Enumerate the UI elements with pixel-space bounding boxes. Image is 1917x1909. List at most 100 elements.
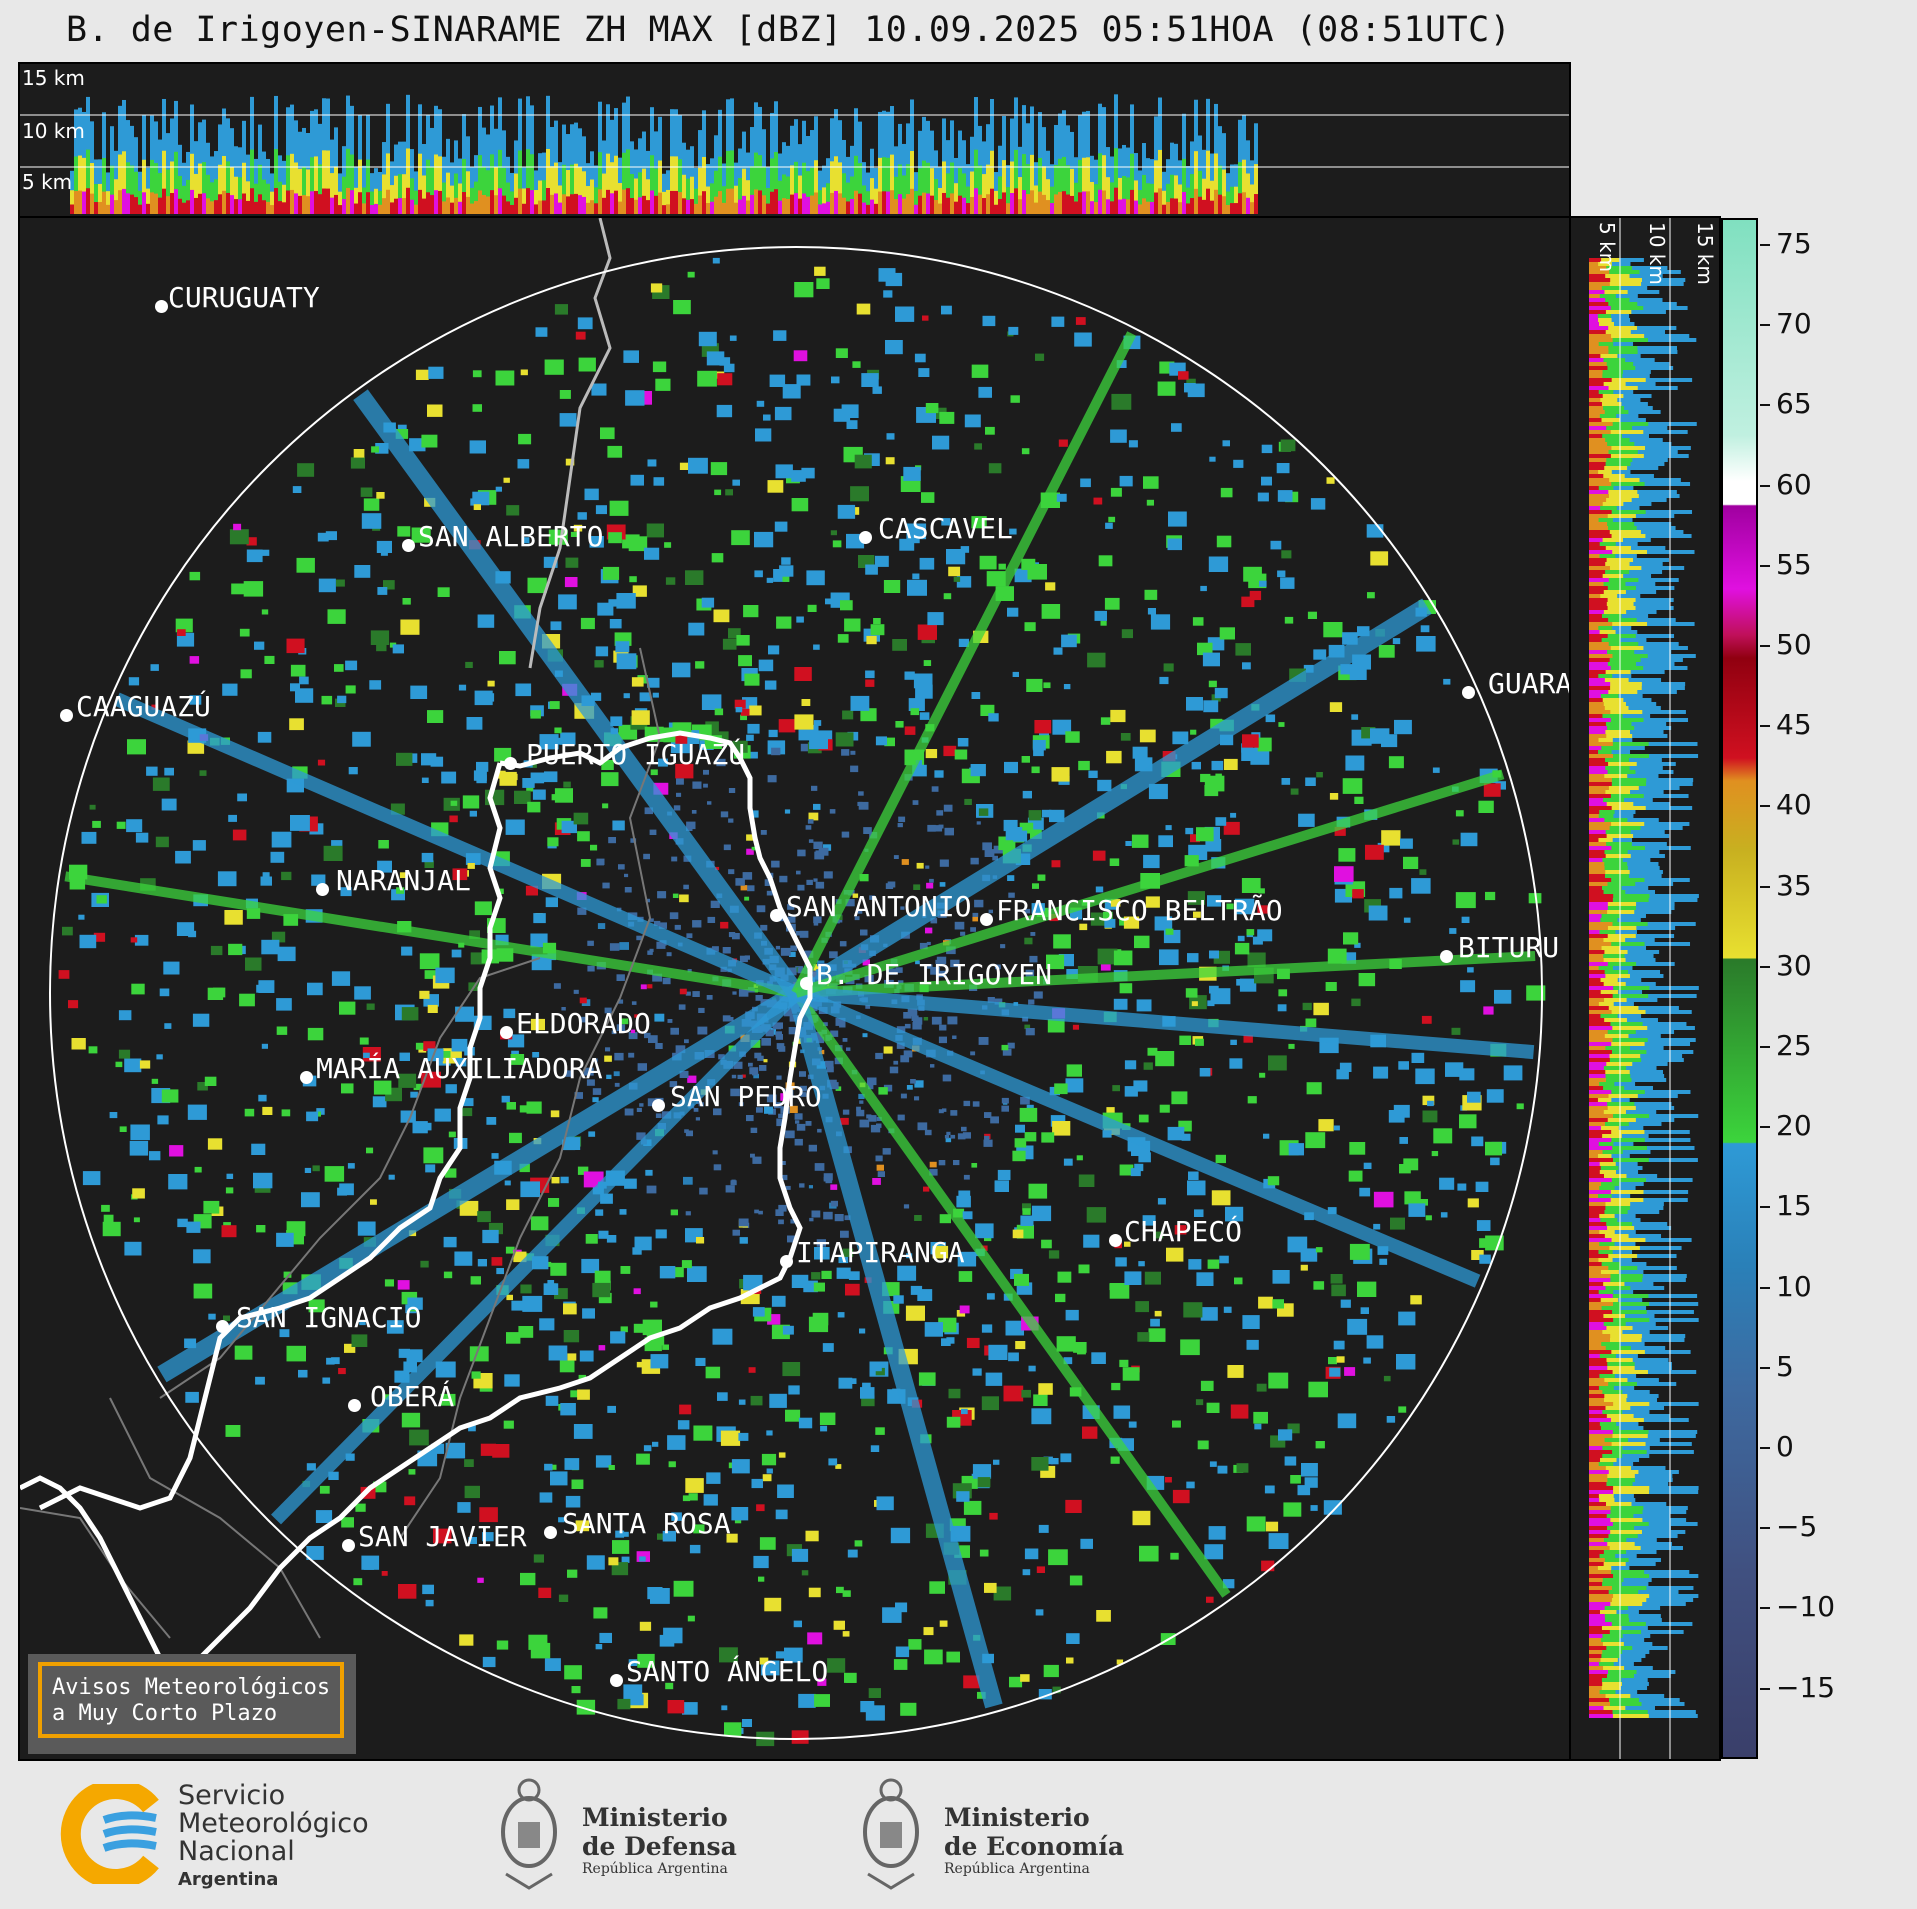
echo-cell [610, 1331, 626, 1344]
echo-cell [1132, 1510, 1151, 1526]
echo-cell [155, 836, 169, 848]
echo-cell [1110, 1456, 1120, 1464]
echo-cell [650, 283, 663, 293]
echo-cell [628, 1032, 638, 1040]
echo-cell [1122, 1367, 1140, 1381]
echo-cell [495, 934, 509, 946]
echo-cell [900, 1055, 910, 1063]
echo-cell [1119, 1164, 1134, 1176]
echo-cell [941, 518, 951, 526]
colorbar-tick [1760, 1527, 1770, 1530]
echo-cell [807, 819, 814, 824]
echo-cell [609, 943, 620, 951]
echo-cell [852, 361, 861, 368]
echo-cell [779, 875, 788, 883]
echo-cell [1139, 1545, 1159, 1562]
echo-cell [1419, 1199, 1428, 1206]
echo-cell [1246, 1516, 1266, 1532]
echo-cell [1166, 1247, 1184, 1262]
side-cross-section-panel: 5 km 10 km 15 km [1569, 216, 1721, 1761]
echo-cell [577, 907, 587, 915]
echo-cell [1041, 1132, 1055, 1143]
echo-cell [1007, 875, 1015, 881]
echo-cell [366, 1003, 375, 1010]
echo-cell [491, 1257, 503, 1266]
echo-cell [124, 1058, 142, 1073]
echo-cell [1110, 899, 1121, 907]
echo-cell [1287, 1423, 1300, 1434]
echo-cell [750, 1395, 763, 1406]
echo-cell [823, 844, 832, 851]
echo-cell [1030, 829, 1042, 839]
echo-cell [679, 462, 689, 470]
economia-line-1: Ministerio [944, 1803, 1090, 1832]
echo-cell [276, 998, 292, 1011]
echo-cell [458, 684, 467, 691]
echo-cell [654, 1013, 665, 1022]
radar-reflectivity-map[interactable] [20, 218, 1571, 1761]
echo-cell [1100, 717, 1111, 725]
echo-cell [740, 885, 748, 891]
echo-cell [616, 974, 625, 981]
echo-cell [386, 1320, 404, 1334]
city-marker [859, 531, 872, 544]
echo-cell [608, 837, 616, 844]
echo-cell [903, 1050, 913, 1058]
echo-cell [845, 899, 855, 907]
echo-cell [433, 1528, 452, 1544]
echo-cell [193, 1283, 213, 1299]
echo-cell [836, 1586, 844, 1594]
echo-cell [667, 1700, 685, 1714]
echo-cell [306, 1546, 324, 1560]
city-label: SAN ALBERTO [418, 520, 604, 553]
echo-cell [647, 984, 653, 989]
echo-cell [757, 1055, 764, 1061]
echo-cell [276, 1026, 288, 1035]
echo-cell [862, 959, 870, 966]
echo-cell [336, 579, 345, 587]
echo-cell [623, 693, 630, 699]
echo-cell [1000, 944, 1006, 949]
echo-cell [361, 1555, 380, 1570]
echo-cell [631, 677, 644, 687]
city-marker [342, 1539, 355, 1552]
echo-cell [1031, 766, 1040, 774]
echo-cell [808, 1185, 813, 1189]
echo-cell [1210, 988, 1231, 1005]
echo-cell [961, 1408, 968, 1415]
echo-cell [422, 1122, 432, 1131]
echo-cell [473, 504, 481, 510]
echo-cell [686, 821, 696, 830]
echo-cell [1449, 928, 1457, 934]
echo-cell [1318, 1119, 1334, 1132]
echo-cell [686, 933, 693, 939]
echo-cell [737, 1074, 743, 1079]
echo-cell [865, 1005, 871, 1009]
echo-cell [639, 1556, 646, 1562]
echo-cell [835, 732, 854, 747]
echo-cell [930, 918, 938, 924]
echo-cell [1211, 760, 1224, 771]
echo-cell [401, 946, 413, 956]
city-label: CHAPECÓ [1124, 1215, 1243, 1248]
echo-cell [515, 683, 532, 697]
echo-cell [751, 1478, 763, 1489]
colorbar-tick [1760, 564, 1770, 567]
echo-cell [308, 1299, 325, 1313]
echo-cell [451, 949, 462, 958]
echo-cell [1236, 1463, 1249, 1473]
echo-cell [874, 555, 889, 567]
echo-cell [916, 862, 924, 869]
echo-cell [1215, 773, 1222, 779]
echo-cell [1003, 1385, 1024, 1402]
colorbar-tick [1760, 645, 1770, 647]
radar-map-panel[interactable]: CURUGUATY SAN ALBERTO CASCAVEL CAAGUAZÚ GUAR… [18, 216, 1571, 1761]
echo-cell [1420, 625, 1430, 633]
colorbar-tick-label: 30 [1776, 948, 1812, 982]
echo-cell [976, 821, 981, 825]
echo-cell [1394, 719, 1412, 735]
echo-cell [895, 306, 915, 322]
echo-cell [184, 1338, 197, 1349]
echo-cell [830, 1030, 839, 1037]
echo-cell [580, 617, 595, 630]
